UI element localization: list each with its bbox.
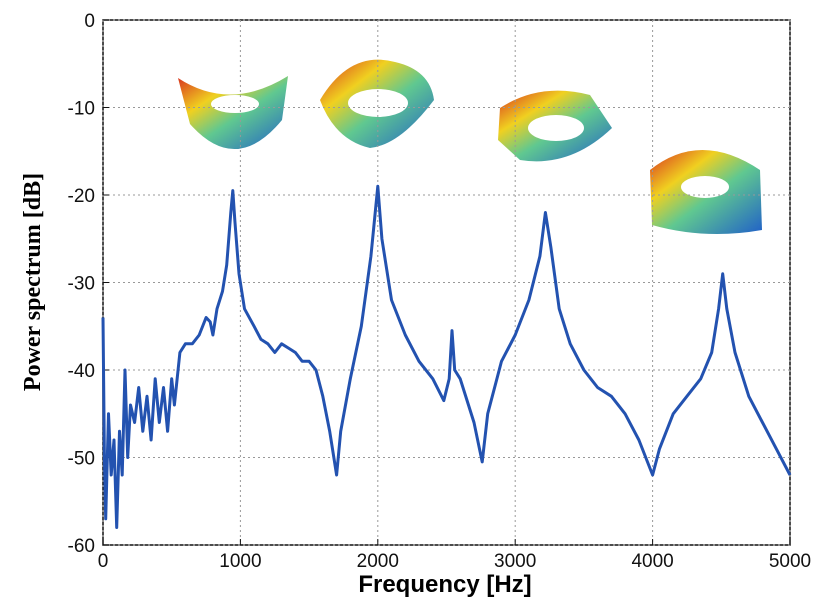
x-tick-label: 3000 — [494, 551, 536, 572]
y-tick-label: -30 — [68, 274, 95, 295]
y-axis-label: Power spectrum [dB] — [20, 173, 46, 391]
y-tick-label: -10 — [68, 99, 95, 120]
y-tick-label: -20 — [68, 186, 95, 207]
x-axis-label: Frequency [Hz] — [358, 571, 531, 598]
x-tick-label: 5000 — [769, 551, 811, 572]
data-line — [101, 184, 792, 529]
x-tick-label: 4000 — [631, 551, 673, 572]
y-tick-label: -60 — [68, 536, 95, 557]
x-tick-label: 1000 — [219, 551, 261, 572]
y-tick-label: -40 — [68, 361, 95, 382]
y-tick-label: -50 — [68, 449, 95, 470]
x-tick-label: 2000 — [357, 551, 399, 572]
y-tick-label: 0 — [84, 11, 95, 32]
mode-shapes — [178, 59, 762, 234]
x-tick-label: 0 — [98, 551, 109, 572]
